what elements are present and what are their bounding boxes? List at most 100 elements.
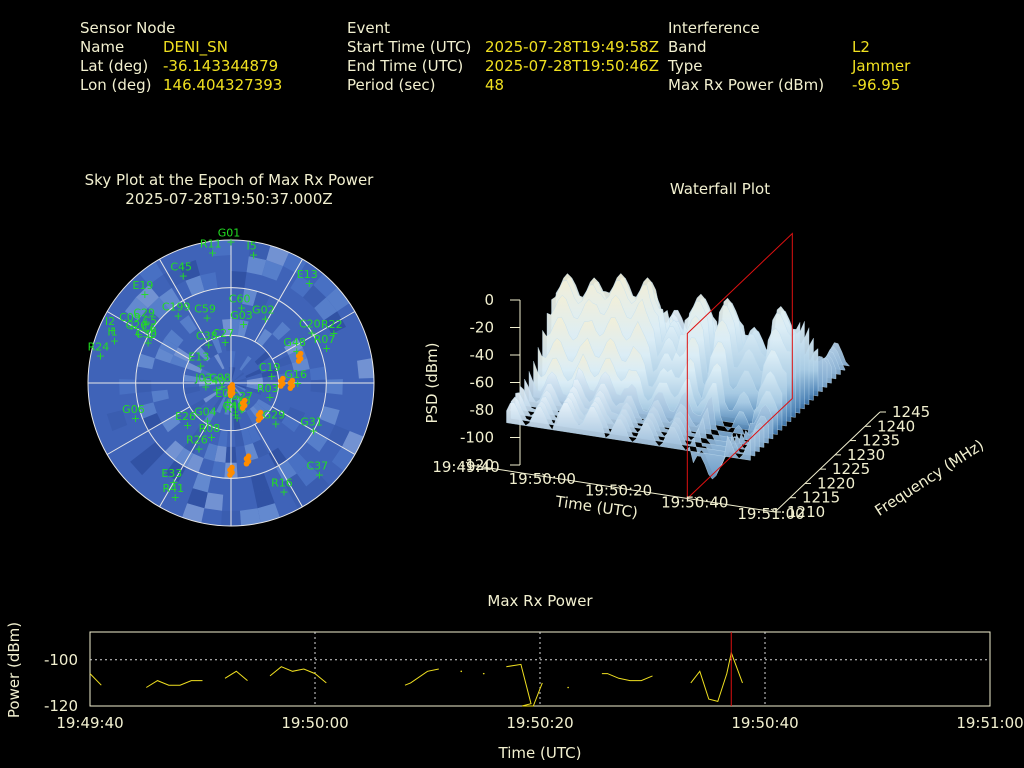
sky-texture-cell — [306, 475, 332, 500]
power-point — [567, 686, 569, 689]
sat-marker-C37: + — [315, 468, 324, 481]
psd-tick-label-6: -120 — [460, 456, 494, 474]
sky-texture-cell — [296, 463, 320, 487]
power-ytick-label-0: -100 — [44, 651, 78, 669]
time-tick-label-2: 19:50:20 — [585, 482, 652, 500]
sky-texture-cell — [341, 430, 365, 455]
sky-texture-cell — [245, 386, 263, 395]
sky-texture-cell — [281, 415, 301, 433]
sat-label-E19: E19 — [132, 279, 153, 292]
sky-texture-cell — [313, 272, 339, 298]
sat-marker-R24: + — [96, 349, 105, 362]
sensor-name-value: DENI_SN — [163, 38, 228, 56]
sky-texture-cell — [138, 260, 164, 285]
interference-power-label: Max Rx Power (dBm) — [668, 76, 825, 94]
sky-texture-cell — [246, 256, 267, 276]
sky-texture-cell — [183, 434, 201, 454]
sat-label-R26: R26 — [186, 434, 208, 447]
freq-tick-label-4: 1230 — [847, 446, 885, 464]
jammer-detection-0-3 — [297, 350, 304, 357]
sky-texture-cell — [211, 461, 226, 479]
time-tick-label-3: 19:50:40 — [661, 493, 728, 511]
sat-label-C20: C20 — [299, 317, 321, 330]
sky-texture-cell — [142, 442, 165, 464]
azimuth-spoke-240 — [106, 406, 190, 455]
sat-label-C19: C19 — [259, 361, 281, 374]
sat-marker-C26: + — [134, 328, 143, 341]
sky-texture-cell — [217, 429, 228, 447]
sensor-name-label: Name — [80, 38, 125, 56]
sky-texture-cell — [261, 368, 279, 378]
azimuth-spoke-120 — [272, 406, 356, 455]
sensor-title: Sensor Node — [80, 19, 176, 37]
sky-texture-cell — [252, 439, 269, 459]
power-point — [460, 670, 463, 673]
time-tick-label-0: 19:49:40 — [432, 458, 499, 476]
sat-label-C08: C08 — [209, 371, 231, 384]
power-line-segment — [404, 668, 439, 686]
sky-texture-cell — [136, 353, 155, 370]
sat-label-G03: G03 — [230, 309, 253, 322]
waterfall-marker-plane — [686, 232, 793, 500]
sat-label-R24: R24 — [88, 340, 110, 353]
sky-texture-cell — [214, 353, 225, 370]
jammer-detection-6-3 — [229, 382, 236, 388]
event-end-value: 2025-07-28T19:50:46Z — [485, 57, 659, 75]
sat-marker-C6: + — [147, 331, 156, 344]
sat-label-I5: I5 — [246, 240, 256, 253]
sky-texture-cell — [246, 377, 263, 383]
sat-marker-R19: + — [232, 411, 241, 424]
jammer-detection-3-3 — [257, 409, 264, 416]
sky-texture-cell — [165, 460, 186, 482]
jammer-detection-4-3 — [241, 397, 248, 404]
time-tick-4 — [770, 508, 776, 513]
power-line-segment — [146, 680, 203, 688]
sat-marker-C46: + — [231, 408, 240, 421]
sky-texture-cell — [200, 342, 215, 359]
time-tick-2 — [618, 485, 623, 489]
sat-marker-J03: + — [201, 381, 210, 394]
sat-marker-G31: + — [309, 425, 318, 438]
sat-label-J03: J03 — [194, 372, 212, 385]
sat-label-R16: R16 — [271, 477, 293, 490]
power-xtick-label-2: 19:50:20 — [506, 714, 573, 732]
sat-label-R22: R22 — [321, 318, 343, 331]
sky-texture-cell — [287, 452, 309, 474]
azimuth-spoke-60 — [272, 311, 356, 360]
sky-texture-cell — [216, 383, 231, 391]
sat-label-C45: C45 — [170, 261, 192, 274]
sat-label-R41: R41 — [162, 482, 184, 495]
sat-marker-E13b: + — [196, 360, 205, 373]
sat-marker-C39: + — [144, 337, 153, 350]
sat-label-C29: C29 — [133, 306, 155, 319]
sky-texture-cell — [203, 391, 219, 403]
psd-tick-label-3: -60 — [470, 374, 495, 392]
sat-marker-C45: + — [179, 270, 188, 283]
sky-texture-cell — [195, 346, 211, 362]
sky-texture-cell — [192, 473, 212, 493]
sat-label-C27: C27 — [212, 327, 234, 340]
sky-texture-cell — [200, 272, 218, 291]
sat-marker-R26: + — [194, 443, 203, 456]
sky-texture-cell — [254, 488, 275, 509]
sky-texture-cell — [224, 335, 231, 352]
sky-texture-cell — [204, 492, 224, 511]
sat-marker-C08: + — [217, 380, 226, 393]
sat-marker-R03: + — [265, 391, 274, 404]
sat-label-E26: E26 — [175, 410, 196, 423]
sat-label-E13: E13 — [297, 268, 318, 281]
sensor-lat-label: Lat (deg) — [80, 57, 149, 75]
time-tick-3 — [694, 496, 700, 501]
azimuth-spoke-30 — [254, 258, 303, 342]
sat-marker-R07: + — [322, 342, 331, 355]
sat-marker-E26: + — [183, 419, 192, 432]
sky-texture-cell — [214, 445, 227, 463]
sat-label-R11: R11 — [200, 237, 222, 250]
sky-texture-cell — [202, 408, 216, 426]
sky-texture-cell — [106, 410, 128, 431]
sky-texture-cell — [163, 266, 186, 289]
freq-tick-label-2: 1220 — [817, 474, 855, 492]
sky-texture-cell — [274, 354, 292, 369]
